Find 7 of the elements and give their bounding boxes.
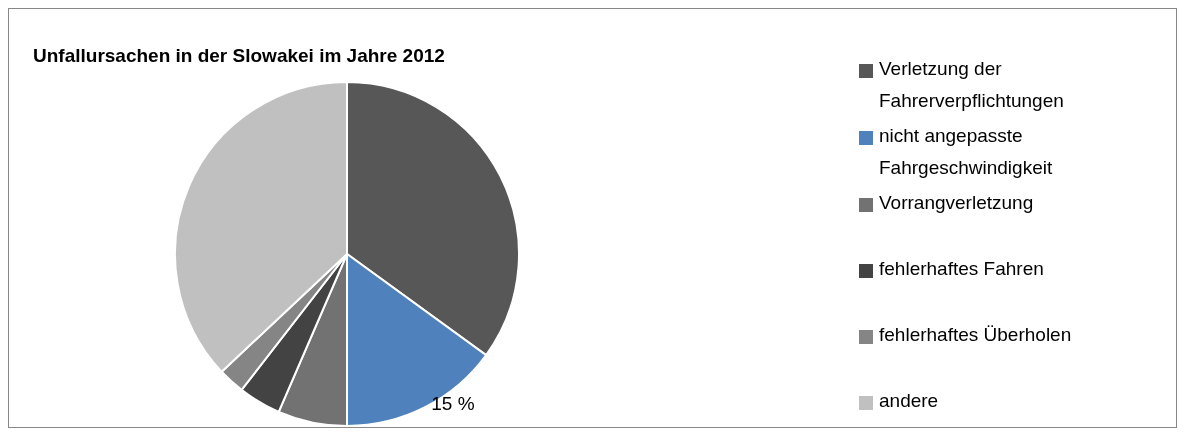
legend-label: nicht angepasste Fahrgeschwindigkeit bbox=[879, 124, 1054, 180]
legend-label: fehlerhaftes Überholen bbox=[879, 323, 1073, 347]
legend-label: andere bbox=[879, 389, 940, 413]
legend-label: Vorrangverletzung bbox=[879, 191, 1035, 215]
legend-label: fehlerhaftes Fahren bbox=[879, 257, 1045, 281]
data-label: 15 % bbox=[431, 393, 475, 415]
chart-title: Unfallursachen in der Slowakei im Jahre 2012 bbox=[33, 45, 445, 67]
